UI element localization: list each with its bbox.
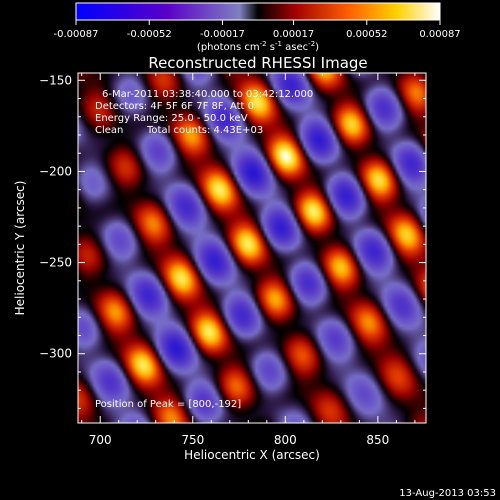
y-axis: −300 −250 −200 −150: [39, 73, 426, 409]
footer-timestamp: 13-Aug-2013 03:53: [399, 488, 496, 499]
y-tick-label: −150: [39, 73, 72, 87]
y-tick-label: −300: [39, 347, 72, 361]
x-tick-label: 850: [366, 433, 389, 447]
plot-frame: [77, 72, 427, 424]
total-counts-annotation: Total counts: 4.43E+03: [146, 125, 263, 136]
y-axis-label: Heliocentric Y (arcsec): [13, 181, 27, 316]
colorbar-tick-label: -0.00017: [200, 29, 245, 40]
colorbar-tick-label: 0.00087: [419, 29, 460, 40]
heatmap-image: [78, 73, 426, 423]
y-tick-label: −250: [39, 256, 72, 270]
clean-annotation: Clean: [95, 125, 123, 136]
colorbar-tick-label: -0.00087: [54, 29, 99, 40]
colorbar: [75, 2, 441, 21]
energy-annotation: Energy Range: 25.0 - 50.0 keV: [95, 113, 248, 124]
colorbar-ticks: -0.00087 -0.00052 -0.00017 0.00017 0.00052 0.…: [54, 20, 461, 40]
x-tick-label: 750: [181, 433, 204, 447]
x-tick-label: 800: [274, 433, 297, 447]
colorbar-unit-label: (photons cm-2 s-1 asec-2): [197, 40, 319, 53]
detectors-annotation: Detectors: 4F 5F 6F 7F 8F, Att 0: [95, 101, 254, 112]
colorbar-tick-label: 0.00017: [273, 29, 314, 40]
x-axis: 700 750 800 850: [81, 73, 416, 447]
colorbar-tick-label: -0.00052: [127, 29, 172, 40]
x-tick-label: 700: [89, 433, 112, 447]
peak-position-annotation: Position of Peak = [800,-192]: [95, 399, 241, 410]
x-axis-label: Heliocentric X (arcsec): [184, 448, 320, 462]
time-range-annotation: 6-Mar-2011 03:38:40.000 to 03:42:12.000: [102, 89, 313, 100]
chart-title: Reconstructed RHESSI Image: [148, 54, 367, 72]
y-tick-label: −200: [39, 164, 72, 178]
colorbar-tick-label: 0.00052: [346, 29, 387, 40]
